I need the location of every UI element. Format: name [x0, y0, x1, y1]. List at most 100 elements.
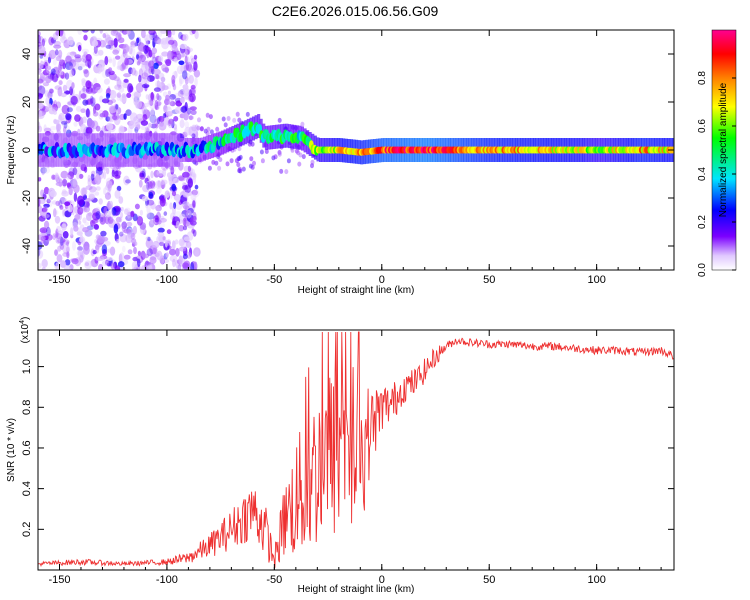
noise-blob — [44, 90, 50, 98]
noise-blob — [149, 114, 157, 124]
noise-blob — [171, 74, 176, 85]
x-tick-label: 100 — [587, 274, 605, 286]
noise-blob — [141, 253, 150, 259]
noise-blob — [144, 34, 152, 43]
noise-blob — [163, 211, 168, 216]
noise-blob — [188, 88, 196, 96]
noise-blob — [237, 166, 242, 172]
noise-blob — [38, 249, 44, 259]
noise-blob — [106, 122, 114, 131]
noise-blob — [131, 238, 137, 244]
noise-blob — [116, 185, 122, 192]
noise-blob — [144, 201, 149, 209]
noise-blob — [115, 55, 121, 60]
noise-blob — [74, 54, 81, 59]
noise-blob — [182, 217, 187, 227]
noise-blob — [215, 126, 220, 132]
noise-blob — [135, 113, 144, 120]
noise-blob — [105, 202, 112, 210]
noise-blob — [39, 76, 45, 84]
noise-blob — [40, 60, 44, 69]
spectrogram-marks — [38, 30, 674, 270]
noise-blob — [156, 187, 162, 194]
y-tick-label: 0 — [21, 147, 33, 153]
noise-blob — [159, 120, 165, 127]
noise-blob — [92, 249, 97, 255]
noise-blob — [300, 121, 305, 127]
noise-blob — [38, 102, 44, 109]
noise-blob — [182, 171, 190, 178]
noise-blob — [102, 39, 107, 48]
noise-blob — [105, 210, 112, 218]
y-tick-label: 0.2 — [21, 522, 33, 537]
noise-blob — [116, 30, 121, 40]
noise-blob — [77, 44, 82, 52]
noise-blob — [104, 55, 109, 66]
noise-blob — [56, 254, 63, 263]
noise-blob — [139, 224, 146, 235]
noise-blob — [144, 76, 150, 86]
noise-blob — [112, 30, 117, 34]
noise-blob — [131, 67, 137, 76]
noise-blob — [158, 173, 164, 179]
noise-blob — [105, 167, 110, 175]
noise-blob — [153, 37, 162, 44]
noise-blob — [114, 265, 121, 270]
noise-blob — [82, 116, 87, 124]
noise-blob — [135, 82, 144, 93]
noise-blob — [77, 30, 83, 35]
noise-blob — [42, 69, 50, 76]
noise-blob — [180, 97, 185, 104]
noise-blob — [119, 94, 127, 103]
noise-blob — [169, 202, 173, 210]
noise-blob — [145, 94, 149, 100]
noise-blob — [189, 106, 197, 111]
noise-blob — [95, 86, 103, 94]
noise-blob — [136, 37, 140, 44]
noise-blob — [161, 51, 169, 57]
noise-blob — [118, 84, 125, 93]
noise-blob — [114, 189, 121, 199]
noise-blob — [73, 192, 78, 202]
noise-blob — [187, 165, 191, 172]
noise-blob — [60, 260, 67, 268]
noise-blob — [79, 206, 88, 213]
noise-blob — [193, 247, 201, 257]
noise-blob — [64, 259, 71, 266]
noise-blob — [113, 223, 119, 234]
noise-blob — [189, 95, 194, 102]
noise-blob — [46, 198, 51, 204]
noise-blob — [61, 104, 70, 115]
noise-blob — [130, 210, 135, 218]
noise-blob — [39, 72, 46, 82]
noise-blob — [191, 133, 196, 139]
noise-blob — [146, 60, 155, 70]
noise-blob — [110, 30, 119, 36]
noise-blob — [43, 127, 52, 133]
noise-blob — [126, 221, 133, 227]
noise-blob — [169, 101, 176, 107]
noise-blob — [178, 246, 187, 252]
noise-blob — [157, 232, 165, 237]
noise-blob — [156, 169, 164, 177]
noise-blob — [89, 186, 97, 193]
noise-blob — [145, 238, 154, 249]
noise-blob — [148, 30, 156, 36]
noise-blob — [127, 249, 133, 255]
noise-blob — [148, 191, 154, 199]
noise-blob — [112, 49, 120, 55]
noise-blob — [164, 193, 169, 199]
noise-blob — [139, 209, 143, 216]
noise-blob — [55, 30, 60, 36]
noise-blob — [116, 78, 122, 87]
noise-blob — [102, 170, 107, 180]
noise-blob — [90, 95, 94, 104]
noise-blob — [143, 69, 151, 78]
noise-blob — [38, 125, 43, 133]
noise-blob — [140, 120, 149, 126]
noise-blob — [152, 240, 160, 249]
noise-blob — [146, 199, 155, 206]
noise-blob — [48, 36, 54, 46]
noise-blob — [45, 97, 50, 106]
noise-blob — [279, 168, 284, 174]
